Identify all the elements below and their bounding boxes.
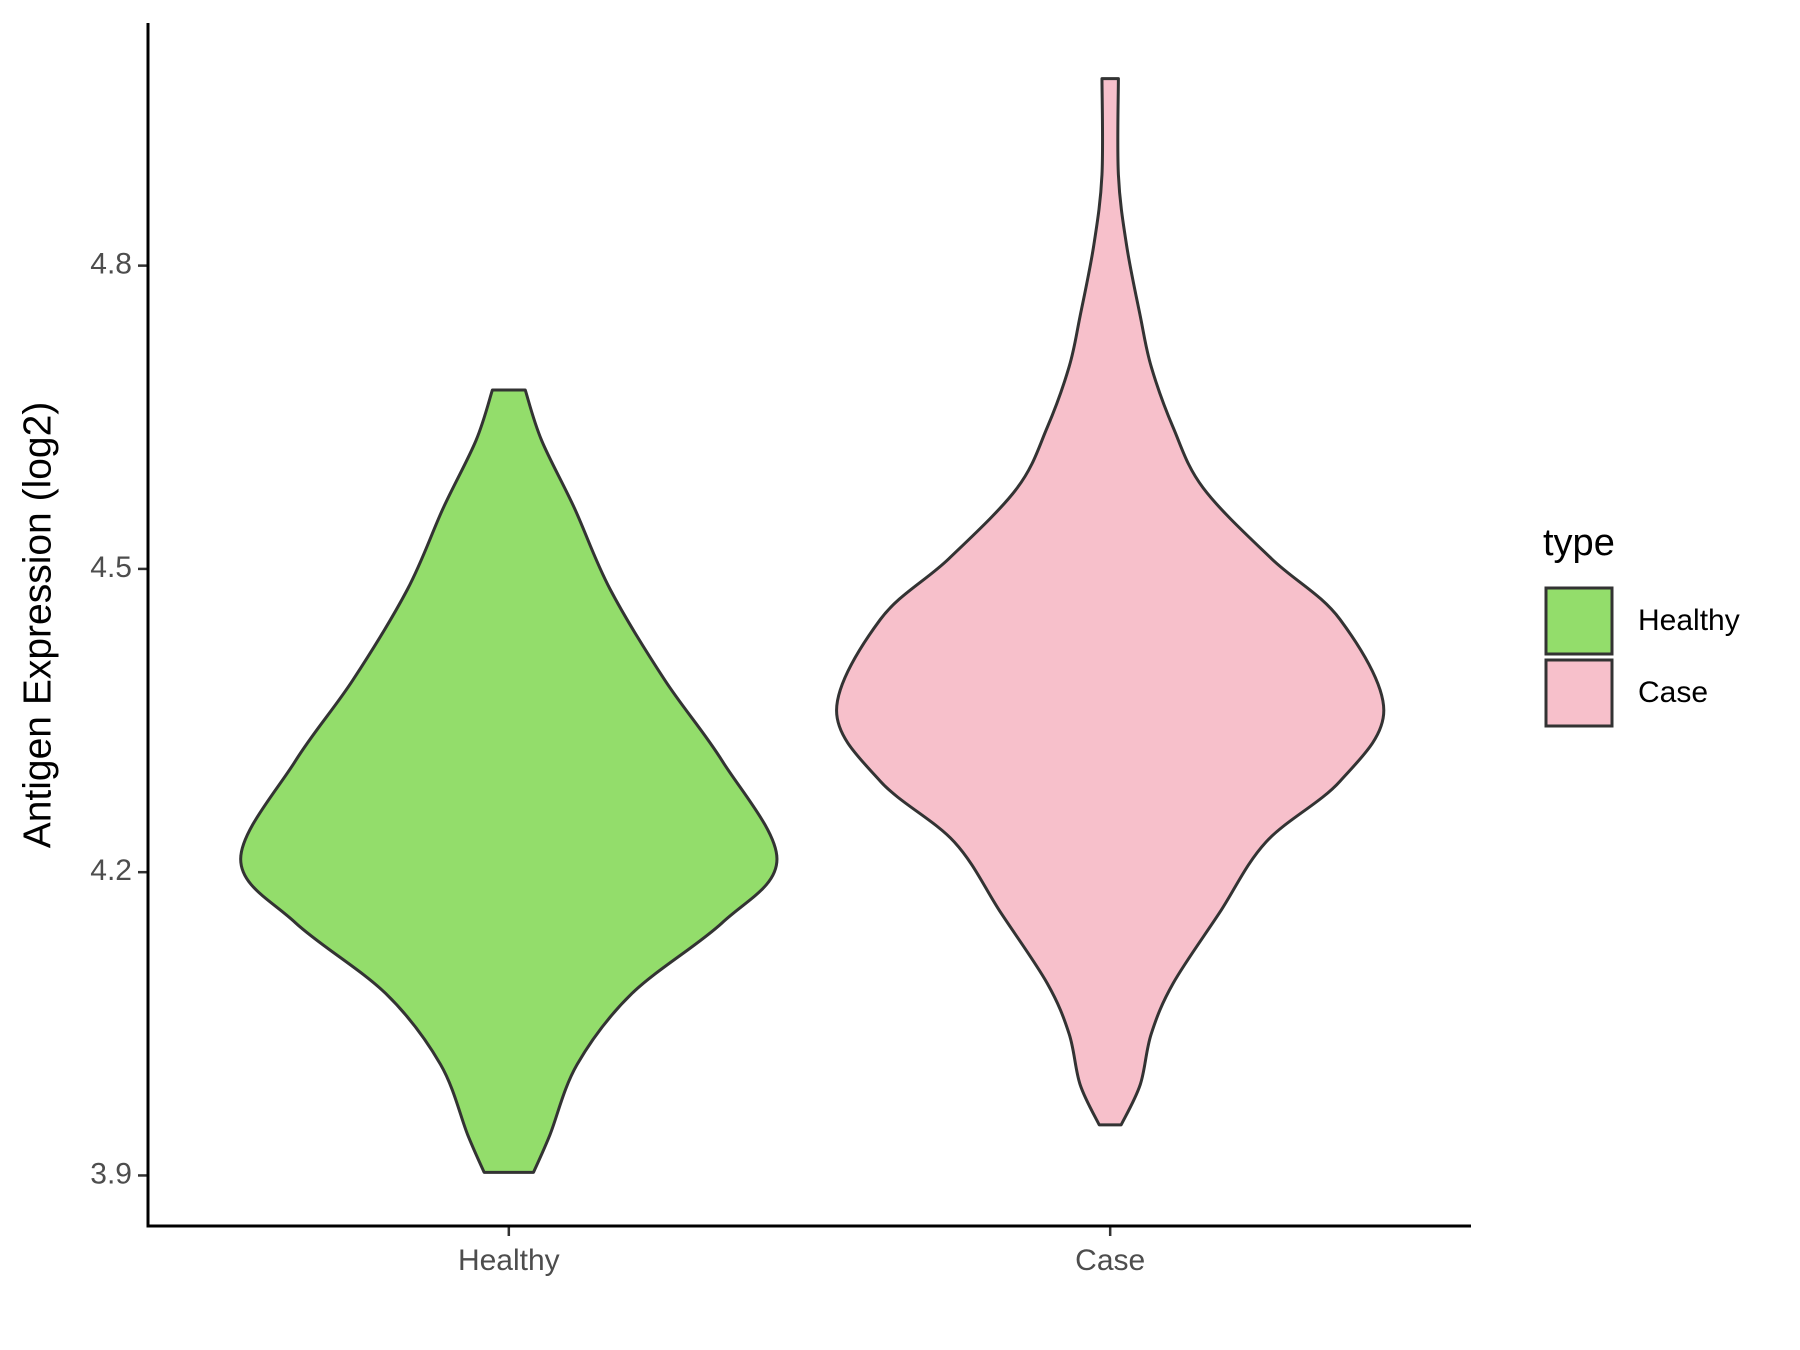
y-tick-label: 4.8 bbox=[90, 248, 132, 281]
legend-key bbox=[1544, 586, 1614, 656]
y-tick-label: 3.9 bbox=[90, 1157, 132, 1190]
violin bbox=[239, 388, 779, 1174]
legend-title: type bbox=[1543, 522, 1615, 564]
legend-label: Healthy bbox=[1638, 604, 1740, 637]
y-tick-label: 4.5 bbox=[90, 551, 132, 584]
violin bbox=[835, 77, 1386, 1127]
y-tick-label: 4.2 bbox=[90, 854, 132, 887]
x-tick-label: Healthy bbox=[458, 1244, 560, 1277]
legend-label: Case bbox=[1638, 676, 1708, 709]
legend-key bbox=[1544, 658, 1614, 728]
y-axis-title: Antigen Expression (log2) bbox=[16, 402, 59, 849]
x-tick-label: Case bbox=[1075, 1244, 1145, 1277]
